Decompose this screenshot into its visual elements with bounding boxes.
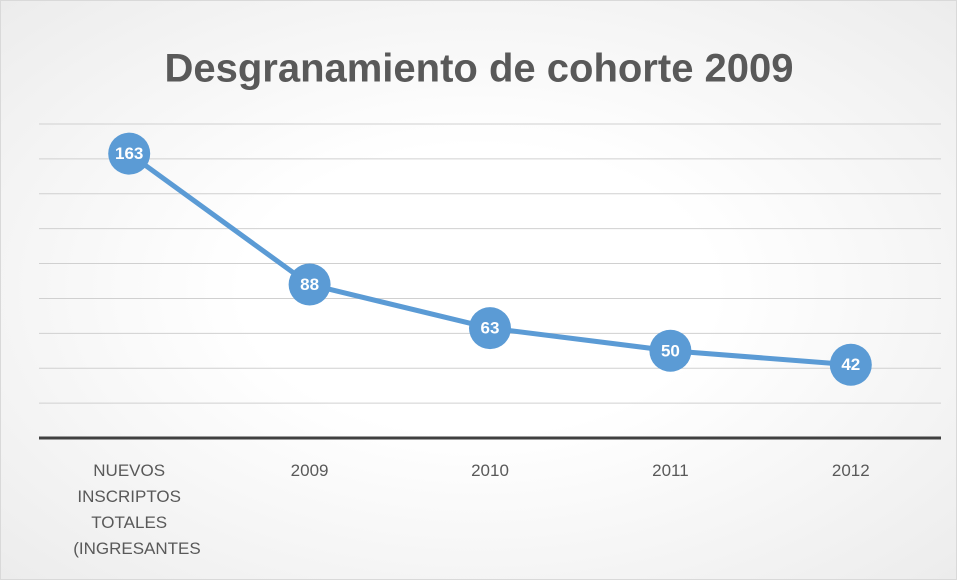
marker [829,343,872,386]
marker [649,329,692,372]
data-label: 163 [115,144,143,163]
x-tick-label: 2011 [652,461,689,480]
chart-title: Desgranamiento de cohorte 2009 [164,47,793,91]
marker [288,263,331,306]
data-label: 50 [661,341,680,360]
marker [108,132,151,175]
data-label: 42 [841,355,860,374]
marker [469,307,511,350]
data-label: 63 [481,319,500,338]
x-tick-label: NUEVOS INSCRIPTOS TOTALES (INGRESANTES [73,461,201,558]
x-tick-label: 2010 [471,461,509,480]
x-tick-label: 2012 [831,461,870,480]
data-label: 88 [300,275,319,294]
x-tick-label: 2009 [290,461,329,480]
